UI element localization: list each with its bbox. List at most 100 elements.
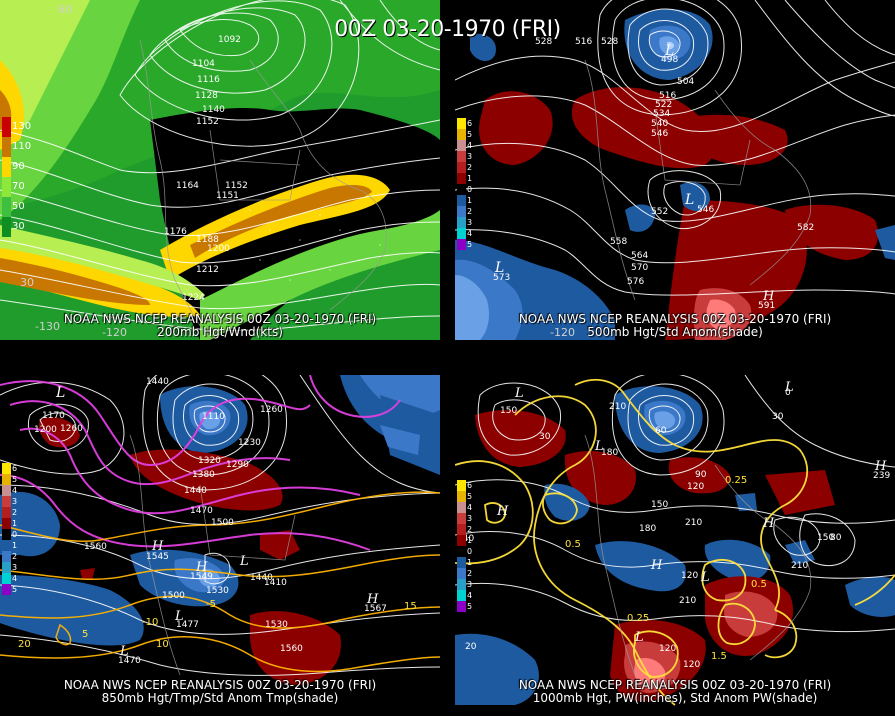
map-label: 0.5: [751, 579, 767, 590]
map-label: -10: [142, 617, 158, 628]
p2-caption: NOAA NWS NCEP REANALYSIS 00Z 03-20-1970 …: [455, 313, 895, 339]
legend-row: 1: [457, 557, 485, 568]
legend-swatch: [457, 217, 466, 228]
legend-label: 1: [467, 196, 473, 205]
legend-label: 6: [12, 464, 18, 473]
legend-row: 5: [457, 129, 485, 140]
contour-label: 1151: [216, 191, 239, 201]
legend-row: 5: [2, 584, 30, 595]
legend-swatch: [457, 239, 466, 250]
legend-row: 4: [2, 573, 30, 584]
legend-label: 4: [12, 574, 18, 583]
map-label: 573: [493, 273, 510, 283]
legend-row: 0: [457, 546, 485, 557]
map-label: 522: [655, 100, 672, 110]
panel-1000mb-map: 150 210 30 60 30 0 180 240 150 120 90 0.…: [455, 375, 895, 715]
map-label: 60: [655, 426, 667, 436]
high-symbol: H: [874, 459, 887, 474]
map-label: 1380: [192, 470, 215, 480]
legend-swatch: [457, 195, 466, 206]
map-label: 120: [687, 482, 704, 492]
legend-row: 3: [457, 217, 485, 228]
contour-label: 1212: [196, 265, 219, 275]
map-label: NOAA NWS NCEP REANALYSIS 00Z 03-20-1970 …: [518, 678, 832, 692]
map-label: 1440: [250, 573, 273, 583]
map-label: 0.5: [565, 539, 581, 550]
legend-label: 0: [12, 530, 18, 539]
legend-swatch: [2, 562, 11, 573]
legend-swatch: [457, 546, 466, 557]
p1-legend: 130 110 90 70 50 30: [2, 117, 31, 237]
map-label: 1200: [34, 425, 57, 435]
legend-label: 2: [467, 569, 473, 578]
legend-label: 2: [12, 552, 18, 561]
map-label: -120: [550, 326, 575, 339]
legend-label: 4: [467, 591, 473, 600]
map-label: 0.25: [725, 475, 747, 486]
legend-row: 3: [2, 496, 30, 507]
legend-row: 4: [457, 590, 485, 601]
lon-label: 60: [58, 3, 72, 16]
legend-swatch: [457, 228, 466, 239]
map-label: 546: [651, 129, 668, 139]
p1-caption: NOAA NWS NCEP REANALYSIS 00Z 03-20-1970 …: [0, 313, 440, 339]
legend-swatch: [457, 151, 466, 162]
legend-label: 5: [12, 475, 18, 484]
map-label: 1440: [184, 486, 207, 496]
map-label: 564: [631, 251, 648, 261]
map-label: 20: [18, 639, 31, 650]
map-label: 0: [785, 388, 791, 398]
p4-caption: NOAA NWS NCEP REANALYSIS 00Z 03-20-1970 …: [455, 679, 895, 705]
high-symbol: H: [366, 592, 379, 607]
legend-swatch: [457, 118, 466, 129]
map-label: 1290: [226, 460, 249, 470]
p4-legend: 6 5 4 3 2 1 0 1 2 3 4 5: [457, 480, 485, 612]
legend-swatch: [457, 140, 466, 151]
contour-label: 1188: [196, 235, 219, 245]
legend-swatch: [457, 557, 466, 568]
map-label: 1410: [264, 578, 287, 588]
legend-row: 1: [2, 518, 30, 529]
legend-row: 3: [457, 513, 485, 524]
lon-label: -120: [102, 326, 127, 339]
legend-label: 1: [467, 174, 473, 183]
map-label: 180: [639, 524, 656, 534]
legend-swatch: [457, 524, 466, 535]
map-label: 210: [685, 518, 702, 528]
legend-swatch: [2, 551, 11, 562]
contour-label: 1140: [202, 105, 225, 115]
map-label: 180: [601, 448, 618, 458]
legend-row: 6: [457, 480, 485, 491]
legend-label: 2: [12, 508, 18, 517]
p1-contour-labels: 1092 1104 1116 1128 1140 1152 1164 1152 …: [164, 35, 248, 303]
legend-label: 6: [467, 481, 473, 490]
map-label: 504: [677, 77, 694, 87]
map-label: 80: [830, 533, 842, 543]
legend-row: 5: [457, 491, 485, 502]
map-label: 1320: [198, 456, 221, 466]
legend-label: 4: [467, 229, 473, 238]
map-label: 1530: [206, 586, 229, 596]
p1-lon-labels: -130 -120 60 30: [20, 3, 127, 339]
legend-row: 4: [2, 485, 30, 496]
legend-label: 1: [467, 558, 473, 567]
map-label: 1477: [176, 620, 199, 630]
legend-row: 0: [457, 184, 485, 195]
legend-swatch: [2, 496, 11, 507]
legend-label: 3: [467, 152, 473, 161]
lon-label: -130: [35, 320, 60, 333]
p2-contour-labels: 528 516 528 498 504 516 522 534 540 546 …: [493, 37, 814, 311]
legend-row: 4: [457, 502, 485, 513]
panel-500mb: 528 516 528 498 504 516 522 534 540 546 …: [455, 0, 895, 340]
legend-swatch: [457, 184, 466, 195]
map-label: 540: [651, 119, 668, 129]
low-symbol: L: [514, 386, 524, 401]
map-label: 1170: [42, 411, 65, 421]
panel-1000mb: 150 210 30 60 30 0 180 240 150 120 90 0.…: [455, 375, 895, 715]
legend-row: 4: [457, 140, 485, 151]
p3-caption: NOAA NWS NCEP REANALYSIS 00Z 03-20-1970 …: [0, 679, 440, 705]
high-symbol: H: [151, 539, 164, 554]
panel-850mb: 1440 1170 1200 1260 1110 1260 1230 1320 …: [0, 375, 440, 715]
legend-swatch: [457, 579, 466, 590]
map-label: 150: [817, 533, 834, 543]
